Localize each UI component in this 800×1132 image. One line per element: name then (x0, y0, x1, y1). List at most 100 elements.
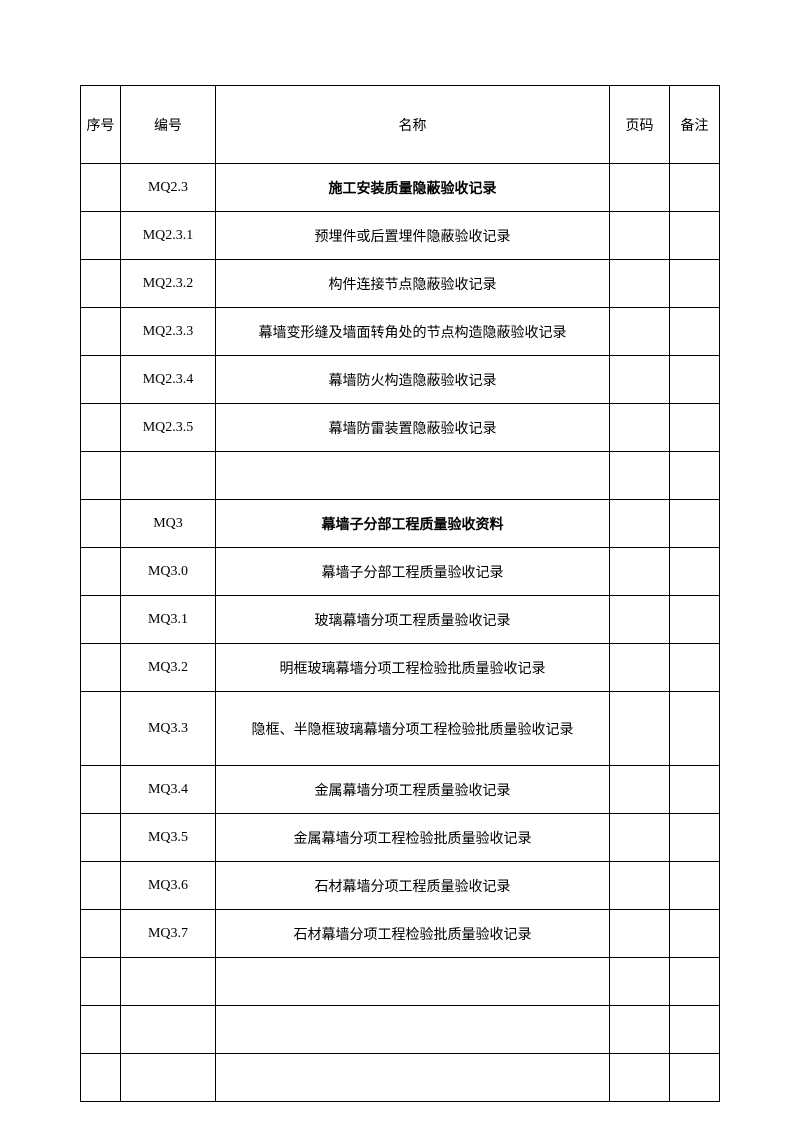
cell-name: 幕墙变形缝及墙面转角处的节点构造隐蔽验收记录 (216, 308, 610, 356)
cell-code: MQ2.3.1 (121, 212, 216, 260)
cell-seq (81, 452, 121, 500)
cell-seq (81, 814, 121, 862)
cell-name: 金属幕墙分项工程检验批质量验收记录 (216, 814, 610, 862)
cell-seq (81, 260, 121, 308)
table-header-row: 序号 编号 名称 页码 备注 (81, 86, 720, 164)
cell-note (670, 548, 720, 596)
cell-seq (81, 1054, 121, 1102)
cell-note (670, 1054, 720, 1102)
cell-page (610, 862, 670, 910)
table-row: MQ3.7石材幕墙分项工程检验批质量验收记录 (81, 910, 720, 958)
table-row: MQ3.5金属幕墙分项工程检验批质量验收记录 (81, 814, 720, 862)
table-row (81, 1006, 720, 1054)
header-page: 页码 (610, 86, 670, 164)
table-row (81, 452, 720, 500)
cell-page (610, 1054, 670, 1102)
table-row: MQ3幕墙子分部工程质量验收资料 (81, 500, 720, 548)
cell-page (610, 1006, 670, 1054)
cell-page (610, 308, 670, 356)
cell-seq (81, 1006, 121, 1054)
cell-seq (81, 644, 121, 692)
cell-name: 玻璃幕墙分项工程质量验收记录 (216, 596, 610, 644)
cell-code: MQ2.3 (121, 164, 216, 212)
cell-name: 构件连接节点隐蔽验收记录 (216, 260, 610, 308)
cell-note (670, 1006, 720, 1054)
cell-seq (81, 958, 121, 1006)
table-row: MQ3.6石材幕墙分项工程质量验收记录 (81, 862, 720, 910)
cell-code: MQ3.0 (121, 548, 216, 596)
table-row: MQ2.3.5幕墙防雷装置隐蔽验收记录 (81, 404, 720, 452)
cell-page (610, 596, 670, 644)
cell-note (670, 212, 720, 260)
cell-code: MQ2.3.3 (121, 308, 216, 356)
cell-name (216, 958, 610, 1006)
cell-note (670, 692, 720, 766)
cell-name: 幕墙防火构造隐蔽验收记录 (216, 356, 610, 404)
table-row: MQ3.0幕墙子分部工程质量验收记录 (81, 548, 720, 596)
cell-name: 隐框、半隐框玻璃幕墙分项工程检验批质量验收记录 (216, 692, 610, 766)
cell-note (670, 910, 720, 958)
cell-name: 金属幕墙分项工程质量验收记录 (216, 766, 610, 814)
cell-seq (81, 862, 121, 910)
cell-name: 预埋件或后置埋件隐蔽验收记录 (216, 212, 610, 260)
cell-name (216, 452, 610, 500)
cell-page (610, 452, 670, 500)
cell-note (670, 500, 720, 548)
cell-note (670, 596, 720, 644)
cell-name: 明框玻璃幕墙分项工程检验批质量验收记录 (216, 644, 610, 692)
cell-code (121, 452, 216, 500)
cell-seq (81, 500, 121, 548)
cell-code: MQ3.7 (121, 910, 216, 958)
cell-seq (81, 766, 121, 814)
cell-page (610, 910, 670, 958)
cell-page (610, 260, 670, 308)
table-row: MQ2.3.4幕墙防火构造隐蔽验收记录 (81, 356, 720, 404)
cell-seq (81, 910, 121, 958)
document-table: 序号 编号 名称 页码 备注 MQ2.3施工安装质量隐蔽验收记录MQ2.3.1预… (80, 85, 720, 1102)
cell-code: MQ3.2 (121, 644, 216, 692)
cell-page (610, 212, 670, 260)
cell-note (670, 308, 720, 356)
cell-page (610, 500, 670, 548)
cell-seq (81, 404, 121, 452)
header-code: 编号 (121, 86, 216, 164)
cell-page (610, 766, 670, 814)
cell-note (670, 356, 720, 404)
cell-code (121, 1054, 216, 1102)
cell-note (670, 862, 720, 910)
table-row: MQ3.1玻璃幕墙分项工程质量验收记录 (81, 596, 720, 644)
header-note: 备注 (670, 86, 720, 164)
cell-page (610, 164, 670, 212)
cell-page (610, 644, 670, 692)
cell-note (670, 766, 720, 814)
header-seq: 序号 (81, 86, 121, 164)
table-row: MQ3.3隐框、半隐框玻璃幕墙分项工程检验批质量验收记录 (81, 692, 720, 766)
cell-name: 幕墙子分部工程质量验收资料 (216, 500, 610, 548)
cell-code: MQ3.6 (121, 862, 216, 910)
table-body: MQ2.3施工安装质量隐蔽验收记录MQ2.3.1预埋件或后置埋件隐蔽验收记录MQ… (81, 164, 720, 1102)
cell-code: MQ3.1 (121, 596, 216, 644)
cell-code: MQ3.4 (121, 766, 216, 814)
cell-note (670, 452, 720, 500)
cell-page (610, 814, 670, 862)
cell-seq (81, 692, 121, 766)
cell-name (216, 1006, 610, 1054)
cell-page (610, 356, 670, 404)
header-name: 名称 (216, 86, 610, 164)
cell-note (670, 164, 720, 212)
table-row (81, 958, 720, 1006)
table-row: MQ2.3.1预埋件或后置埋件隐蔽验收记录 (81, 212, 720, 260)
cell-seq (81, 548, 121, 596)
table-row (81, 1054, 720, 1102)
table-row: MQ2.3施工安装质量隐蔽验收记录 (81, 164, 720, 212)
cell-code: MQ3.3 (121, 692, 216, 766)
cell-code: MQ2.3.5 (121, 404, 216, 452)
cell-note (670, 644, 720, 692)
cell-note (670, 958, 720, 1006)
table-row: MQ3.4金属幕墙分项工程质量验收记录 (81, 766, 720, 814)
cell-seq (81, 308, 121, 356)
cell-seq (81, 164, 121, 212)
cell-code: MQ3 (121, 500, 216, 548)
cell-name (216, 1054, 610, 1102)
cell-code: MQ2.3.4 (121, 356, 216, 404)
